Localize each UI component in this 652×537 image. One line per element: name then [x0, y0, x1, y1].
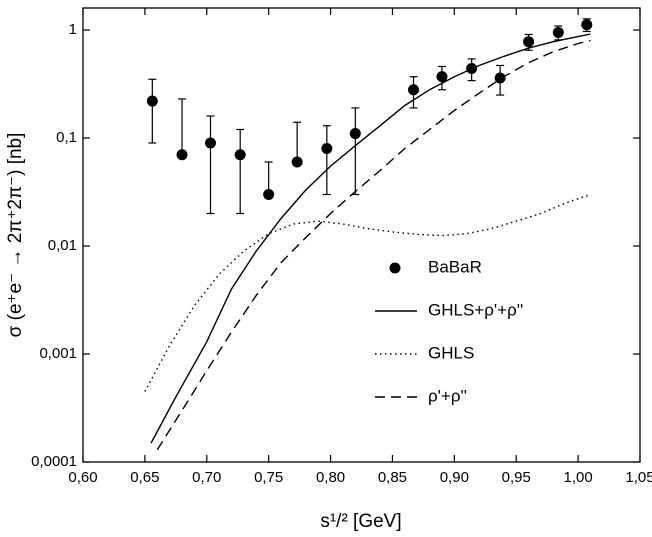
y-tick-label: 1	[69, 21, 77, 38]
legend-label: BaBaR	[428, 257, 482, 276]
data-point	[146, 95, 158, 107]
x-tick-label: 0,95	[502, 469, 531, 486]
legend-label: ρ'+ρ''	[428, 386, 467, 405]
x-tick-label: 0,90	[440, 469, 469, 486]
y-tick-label: 0,01	[48, 237, 77, 254]
x-axis-label: s¹/² [GeV]	[320, 511, 401, 532]
x-tick-label: 1,05	[625, 469, 652, 486]
data-point	[494, 72, 506, 84]
plot-frame	[82, 7, 641, 463]
data-point	[204, 137, 216, 149]
x-tick-label: 0,85	[378, 469, 407, 486]
y-tick-label: 0,0001	[31, 453, 77, 470]
data-point	[349, 128, 361, 140]
data-point	[552, 26, 564, 38]
data-point	[436, 71, 448, 83]
x-tick-label: 0,60	[68, 469, 97, 486]
curve	[156, 39, 591, 451]
curve	[144, 193, 591, 392]
data-point	[321, 142, 333, 154]
data-point	[581, 19, 593, 31]
x-tick-label: 1,00	[564, 469, 593, 486]
x-tick-label: 0,80	[316, 469, 345, 486]
data-point	[263, 188, 275, 200]
x-tick-label: 0,65	[130, 469, 159, 486]
y-tick-label: 0,1	[56, 129, 77, 146]
x-tick-label: 0,70	[192, 469, 221, 486]
data-point	[176, 149, 188, 161]
data-point	[291, 156, 303, 168]
data-point	[523, 36, 535, 48]
y-tick-label: 0,001	[39, 345, 77, 362]
data-point	[234, 149, 246, 161]
legend-marker	[389, 262, 401, 274]
data-point	[407, 84, 419, 96]
legend-label: GHLS+ρ'+ρ''	[428, 300, 523, 319]
curve	[150, 33, 591, 444]
x-tick-label: 0,75	[254, 469, 283, 486]
legend-label: GHLS	[428, 343, 474, 362]
y-axis-label: σ (e⁺e⁻ → 2π⁺2π⁻) [nb]	[5, 133, 26, 338]
